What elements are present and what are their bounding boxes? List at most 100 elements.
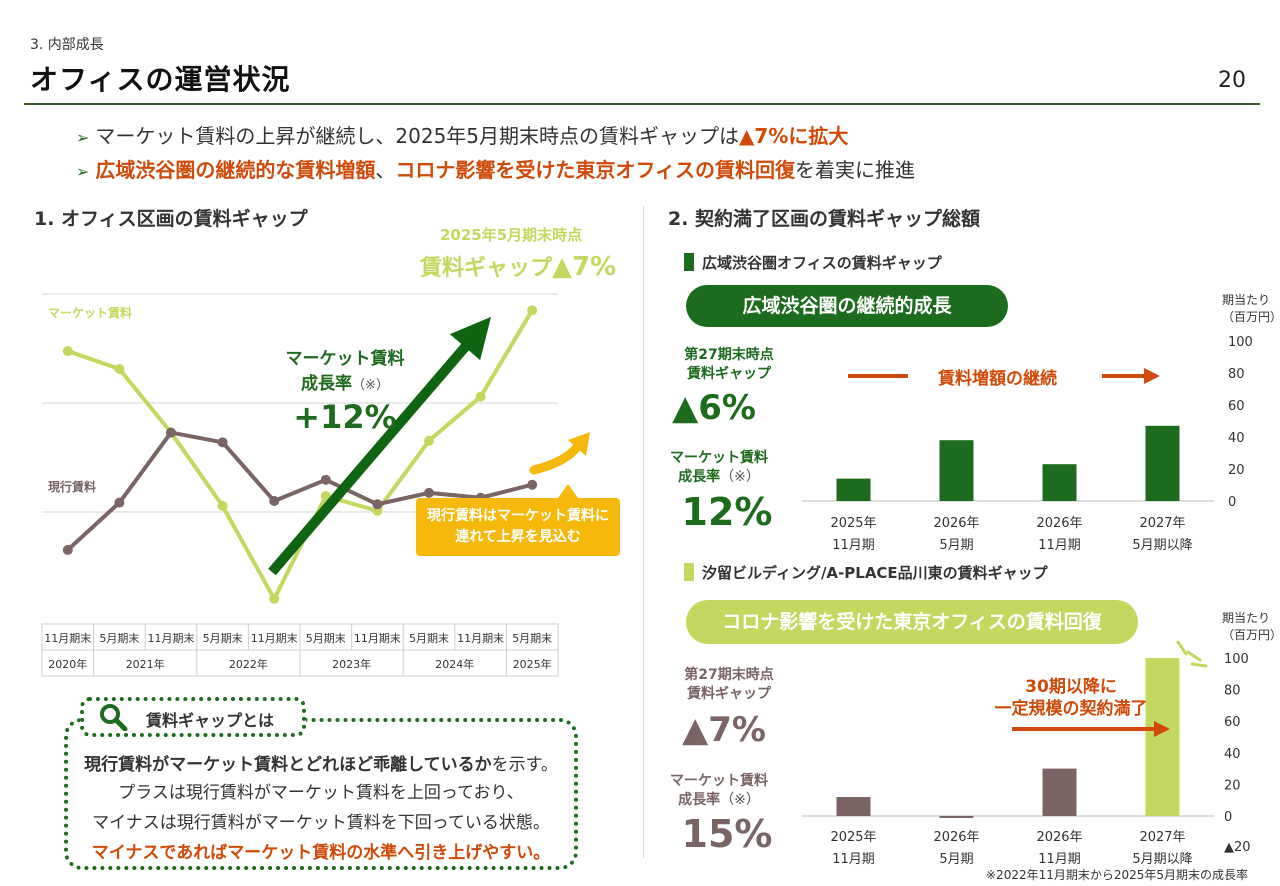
pill-shibuya: 広域渋谷圏の継続的成長 xyxy=(686,285,1008,327)
current-rent-point xyxy=(320,474,331,485)
x-tick-label: 11月期末 xyxy=(457,631,504,645)
negative-tick: ▲20 xyxy=(1224,840,1251,855)
x-tick-label: 5月期末 xyxy=(512,631,552,645)
bullet-2-text: を着実に推進 xyxy=(795,158,916,182)
shibuya-x-label: 5月期以降 xyxy=(1132,538,1192,553)
rising-curve-arrow xyxy=(529,441,583,475)
unit-label-1-a: 期当たり xyxy=(1222,293,1271,307)
magnifier-icon xyxy=(100,704,128,731)
current-rent-point xyxy=(372,499,383,510)
year-label: 2024年 xyxy=(435,657,474,671)
shibuya-bar xyxy=(1145,425,1180,501)
shibuya-bar xyxy=(836,478,871,501)
sub-heading-1: 広域渋谷圏オフィスの賃料ギャップ xyxy=(684,252,942,273)
emphasis-burst-line xyxy=(1190,662,1208,668)
year-label: 2020年 xyxy=(48,657,87,671)
yellow-callout-line-2: 連れて上昇を見込む xyxy=(455,529,581,545)
emphasis-burst-line xyxy=(1176,640,1188,656)
increase-label: 賃料増額の継続 xyxy=(938,369,1057,389)
current-rent-point xyxy=(527,479,538,490)
market-growth-label-1: マーケット賃料 xyxy=(285,349,405,369)
emphasis-burst-line xyxy=(1186,650,1202,662)
tokyo-x-label: 2026年 xyxy=(1036,830,1082,845)
shibuya-y-tick: 20 xyxy=(1228,463,1245,478)
shibuya-x-label: 5月期 xyxy=(939,538,973,553)
tokyo-x-label: 11月期 xyxy=(1038,852,1081,867)
tokyo-bar xyxy=(1145,658,1180,816)
tokyo-y-tick: 20 xyxy=(1224,778,1241,793)
sub-heading-2-text: 汐留ビルディング/A-PLACE品川東の賃料ギャップ xyxy=(702,564,1048,582)
stat1-growth-label-2-text: 成長率 xyxy=(678,469,721,485)
growth-arrow xyxy=(268,316,492,576)
current-rent-point xyxy=(62,544,73,555)
stat1-growth-label: マーケット賃料 成長率（※） xyxy=(664,449,774,487)
yellow-callout-line-1: 現行賃料はマーケット賃料に xyxy=(427,508,609,524)
tokyo-y-tick: 100 xyxy=(1224,652,1249,667)
section-divider xyxy=(643,206,644,858)
definition-line-1-rest: を示す。 xyxy=(491,755,558,775)
market-growth-label-2-text: 成長率 xyxy=(301,374,353,394)
expiry-annotation: 30期以降に 一定規模の契約満了 xyxy=(966,676,1176,720)
stat2-growth-value: 15% xyxy=(681,812,773,856)
shibuya-y-tick: 80 xyxy=(1228,367,1245,382)
definition-line-3: マイナスは現行賃料がマーケット賃料を下回っている状態。 xyxy=(92,813,550,833)
rising-curve-arrowhead xyxy=(568,432,590,456)
x-tick-label: 11月期末 xyxy=(148,631,195,645)
market-rent-point xyxy=(62,346,73,357)
header-rule xyxy=(24,103,1260,105)
stat1-growth-label-1: マーケット賃料 xyxy=(670,450,768,466)
market-growth-value: +12% xyxy=(293,398,397,436)
triangle-bullet-icon: ➢ xyxy=(76,162,90,181)
stat2-growth-label-2: 成長率（※） xyxy=(664,791,774,810)
current-rent-point xyxy=(424,487,434,498)
unit-label-1: 期当たり （百万円） xyxy=(1222,292,1280,326)
year-label: 2025年 xyxy=(513,657,552,671)
yellow-callout-pointer xyxy=(558,484,578,498)
tokyo-bar xyxy=(836,797,871,816)
x-tick-label: 5月期末 xyxy=(306,631,346,645)
market-growth-note: （※） xyxy=(352,378,389,393)
market-rent-point xyxy=(114,363,125,374)
shibuya-x-label: 2026年 xyxy=(1036,516,1082,531)
stat2-label-2: 賃料ギャップ xyxy=(687,686,771,702)
market-rent-point xyxy=(320,491,331,502)
x-tick-label: 11月期末 xyxy=(354,631,401,645)
x-tick-label: 5月期末 xyxy=(99,631,139,645)
market-growth-label-2: 成長率（※） xyxy=(270,369,420,394)
footnote: ※2022年11月期末から2025年5月期末の成長率 xyxy=(986,868,1249,882)
stat2-growth-label-2-text: 成長率 xyxy=(678,792,721,808)
x-tick-label: 11月期末 xyxy=(251,631,298,645)
unit-label-2-a: 期当たり xyxy=(1222,611,1271,625)
bullet-2-emphasis-1: 広域渋谷圏の継続的な賃料増額 xyxy=(95,158,376,182)
definition-title: 賃料ギャップとは xyxy=(146,711,275,730)
top-note: 2025年5月期末時点 xyxy=(440,226,583,244)
stat1-value: ▲6% xyxy=(672,388,756,428)
unit-label-2-b: （百万円） xyxy=(1222,628,1280,642)
tokyo-x-label: 2027年 xyxy=(1139,830,1185,845)
tokyo-x-label: 5月期 xyxy=(939,852,973,867)
stat1-growth-label-2: 成長率（※） xyxy=(664,468,774,487)
stat2-label-1: 第27期末時点 xyxy=(684,667,774,683)
tokyo-x-label: 5月期以降 xyxy=(1132,852,1192,867)
tokyo-y-tick: 60 xyxy=(1224,715,1241,730)
bullet-2: ➢ 広域渋谷圏の継続的な賃料増額、コロナ影響を受けた東京オフィスの賃料回復を着実に… xyxy=(76,154,915,183)
stat2-growth-label: マーケット賃料 成長率（※） xyxy=(664,772,774,810)
bullet-2-emphasis-2: コロナ影響を受けた東京オフィスの賃料回復 xyxy=(395,158,796,182)
market-rent-point xyxy=(475,391,486,402)
page-title: オフィスの運営状況 xyxy=(30,63,291,96)
stat2-growth-label-1: マーケット賃料 xyxy=(670,773,768,789)
stat2-growth-note: （※） xyxy=(720,792,760,808)
current-rent-point xyxy=(269,496,280,507)
bullet-2-sep: 、 xyxy=(375,158,396,182)
tokyo-bar xyxy=(1042,768,1077,816)
market-rent-legend: マーケット賃料 xyxy=(48,306,133,320)
triangle-bullet-icon: ➢ xyxy=(76,128,90,147)
definition-line-2: プラスは現行賃料がマーケット賃料を上回っており、 xyxy=(118,783,524,803)
definition-line-1: 現行賃料がマーケット賃料とどれほど乖離しているかを示す。 xyxy=(64,750,578,775)
stat2-value: ▲7% xyxy=(682,710,766,750)
stat1-growth-note: （※） xyxy=(720,469,760,485)
tokyo-y-tick: 80 xyxy=(1224,684,1241,699)
left-heading: 1. オフィス区画の賃料ギャップ xyxy=(34,208,308,230)
section-label: 3. 内部成長 xyxy=(30,37,104,53)
x-tick-label: 11月期末 xyxy=(44,631,91,645)
